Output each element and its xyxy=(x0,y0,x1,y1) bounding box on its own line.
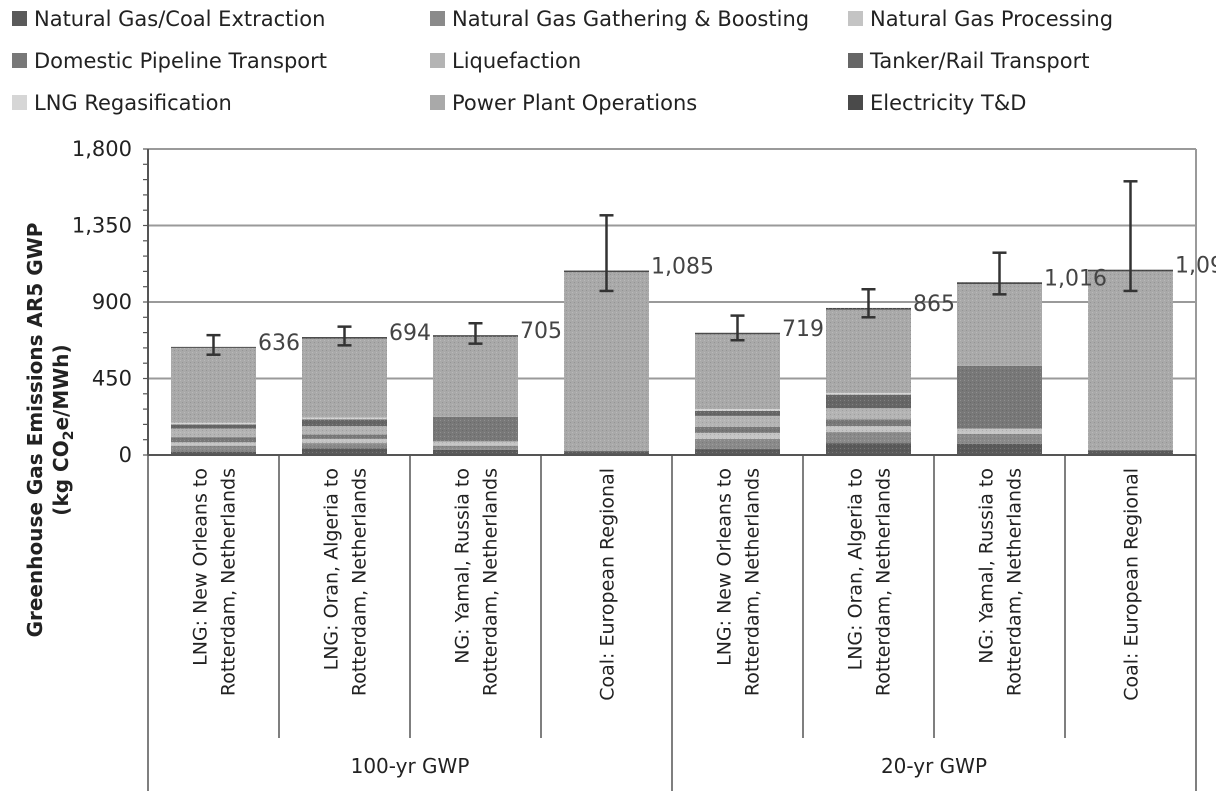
total-value-label: 705 xyxy=(520,319,562,344)
y-tick-label: 1,350 xyxy=(72,214,132,238)
y-tick-label: 1,800 xyxy=(72,137,132,161)
group-label: 20-yr GWP xyxy=(881,754,987,778)
legend-swatch xyxy=(12,11,27,26)
legend-label: Tanker/Rail Transport xyxy=(869,49,1089,73)
legend-item-tanker-rail-transport: Tanker/Rail Transport xyxy=(848,49,1089,73)
category-label: LNG: New Orleans to xyxy=(714,468,736,666)
bar-texture xyxy=(957,282,1042,455)
legend-swatch xyxy=(848,11,863,26)
bar-stack-5 xyxy=(695,332,780,455)
group-label: 100-yr GWP xyxy=(351,754,470,778)
bar-texture xyxy=(564,270,649,455)
category-label: LNG: Oran, Algeria to xyxy=(321,468,343,670)
total-value-label: 1,085 xyxy=(651,255,714,280)
bar-stack-6 xyxy=(826,307,911,455)
legend-swatch xyxy=(848,53,863,68)
legend-item-liquefaction: Liquefaction xyxy=(430,49,581,73)
error-bar xyxy=(992,251,1007,296)
bar-stack-3 xyxy=(433,335,518,455)
bar-texture xyxy=(1088,269,1173,455)
y-axis: 0 450 900 1,350 1,800 xyxy=(72,137,149,467)
category-label: LNG: New Orleans to xyxy=(190,468,212,666)
legend-swatch xyxy=(430,11,445,26)
chart-legend: Natural Gas/Coal Extraction Natural Gas G… xyxy=(12,7,1113,115)
error-bar xyxy=(599,214,614,293)
legend-item-power-plant-operations: Power Plant Operations xyxy=(430,91,697,115)
legend-label: Liquefaction xyxy=(452,49,581,73)
legend-item-electricity-t-d: Electricity T&D xyxy=(848,91,1026,115)
total-value-label: 1,016 xyxy=(1044,266,1107,291)
total-value-label: 694 xyxy=(389,321,431,346)
bar-stack-2 xyxy=(302,337,387,455)
y-axis-label-line-1: Greenhouse Gas Emissions AR5 GWP xyxy=(23,223,47,638)
y-axis-label-line-2: (kg CO2e/MWh) xyxy=(49,344,77,515)
bars xyxy=(171,269,1173,455)
bar-stack-8 xyxy=(1088,269,1173,455)
error-bar xyxy=(206,333,221,356)
legend-item-natural-gas-processing: Natural Gas Processing xyxy=(848,7,1113,31)
category-label: LNG: Oran, Algeria to xyxy=(845,468,867,670)
category-label: Rotterdam, Netherlands xyxy=(873,468,895,696)
y-tick-label: 900 xyxy=(92,290,132,314)
legend-label: Natural Gas Gathering & Boosting xyxy=(452,7,809,31)
category-label: Rotterdam, Netherlands xyxy=(480,468,502,696)
total-value-label: 719 xyxy=(782,317,824,342)
legend-swatch xyxy=(12,95,27,110)
category-label: Rotterdam, Netherlands xyxy=(349,468,371,696)
legend-swatch xyxy=(430,53,445,68)
data-labels: 636 694 705 1,085 719 865 1,016 1,090 xyxy=(258,254,1216,356)
category-label: Coal: European Regional xyxy=(597,468,619,701)
y-axis-label-unit-sub: 2 xyxy=(61,431,77,441)
error-bar xyxy=(730,314,745,342)
legend-swatch xyxy=(12,53,27,68)
x-axis: LNG: New Orleans to Rotterdam, Netherland… xyxy=(147,454,1197,791)
y-axis-label-unit-pre: (kg CO xyxy=(49,440,73,515)
bar-stack-7 xyxy=(957,282,1042,455)
y-axis-label-unit-post: e/MWh) xyxy=(49,344,73,430)
legend-item-domestic-pipeline-transport: Domestic Pipeline Transport xyxy=(12,49,327,73)
legend-swatch xyxy=(430,95,445,110)
legend-label: Domestic Pipeline Transport xyxy=(34,49,327,73)
y-tick-label: 450 xyxy=(92,367,132,391)
bar-texture xyxy=(171,346,256,455)
bar-texture xyxy=(302,337,387,455)
bar-texture xyxy=(695,332,780,455)
bar-stack-1 xyxy=(171,346,256,455)
legend-swatch xyxy=(848,95,863,110)
legend-label: Natural Gas/Coal Extraction xyxy=(34,7,325,31)
legend-label: Power Plant Operations xyxy=(452,91,697,115)
legend-label: LNG Regasification xyxy=(34,91,232,115)
category-label: NG: Yamal, Russia to xyxy=(452,468,474,664)
bar-texture xyxy=(433,335,518,455)
bar-texture xyxy=(826,307,911,455)
error-bar xyxy=(468,322,483,345)
legend-label: Natural Gas Processing xyxy=(870,7,1113,31)
error-bar xyxy=(861,288,876,319)
legend-item-lng-regasification: LNG Regasification xyxy=(12,91,232,115)
category-label: NG: Yamal, Russia to xyxy=(976,468,998,664)
category-label: Rotterdam, Netherlands xyxy=(1004,468,1026,696)
error-bars xyxy=(206,180,1138,356)
total-value-label: 636 xyxy=(258,331,300,356)
error-bar xyxy=(1123,180,1138,293)
category-label: Rotterdam, Netherlands xyxy=(218,468,240,696)
total-value-label: 865 xyxy=(913,292,955,317)
legend-label: Electricity T&D xyxy=(870,91,1026,115)
total-value-label: 1,090 xyxy=(1175,254,1216,279)
bar-stack-4 xyxy=(564,270,649,455)
category-label: Coal: European Regional xyxy=(1121,468,1143,701)
category-label: Rotterdam, Netherlands xyxy=(742,468,764,696)
error-bar xyxy=(337,325,352,347)
legend-item-natural-gas-coal-extraction: Natural Gas/Coal Extraction xyxy=(12,7,325,31)
y-tick-label: 0 xyxy=(119,443,132,467)
legend-item-natural-gas-gathering-boosting: Natural Gas Gathering & Boosting xyxy=(430,7,809,31)
